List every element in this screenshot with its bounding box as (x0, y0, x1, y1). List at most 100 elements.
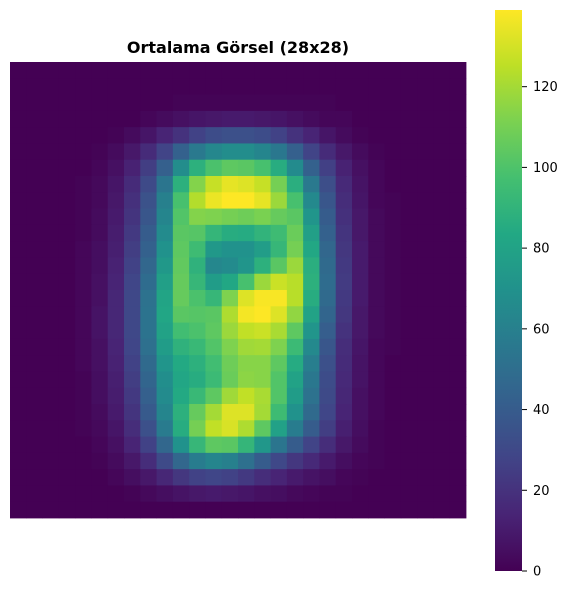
heatmap-cell (107, 452, 125, 470)
heatmap-cell (433, 224, 451, 242)
heatmap-cell (400, 224, 418, 242)
heatmap-cell (335, 355, 353, 372)
heatmap-cell (156, 501, 174, 519)
heatmap-cell (124, 176, 141, 193)
heatmap-cell (384, 501, 402, 519)
heatmap-cell (335, 290, 353, 307)
heatmap-cell (384, 355, 402, 372)
heatmap-cell (189, 355, 206, 372)
heatmap-cell (172, 322, 190, 340)
heatmap-cell (286, 273, 304, 291)
heatmap-cell (335, 501, 353, 519)
heatmap-cell (417, 159, 434, 177)
heatmap-cell (205, 387, 223, 405)
heatmap-cell (26, 452, 43, 470)
heatmap-cell (352, 485, 369, 503)
heatmap-cell (156, 208, 174, 226)
heatmap-cell (172, 404, 190, 421)
heatmap-cell (58, 224, 76, 242)
heatmap-cell (286, 176, 304, 193)
heatmap-cell (205, 78, 223, 95)
heatmap-cell (26, 371, 43, 389)
heatmap-cell (449, 78, 467, 95)
heatmap-cell (156, 338, 174, 356)
heatmap-cell (303, 371, 320, 389)
heatmap-cell (384, 371, 402, 389)
heatmap-cell (205, 224, 223, 242)
heatmap-cell (286, 290, 304, 307)
heatmap-cell (384, 192, 402, 209)
heatmap-cell (124, 94, 141, 112)
heatmap-cell (384, 436, 402, 454)
heatmap-cell (172, 371, 190, 389)
heatmap-cell (319, 257, 337, 275)
heatmap-cell (42, 176, 60, 193)
heatmap-cell (449, 387, 467, 405)
heatmap-cell (221, 192, 239, 209)
heatmap-cell (140, 127, 157, 144)
heatmap-cell (172, 176, 190, 193)
heatmap-cell (449, 224, 467, 242)
heatmap-cell (433, 404, 451, 421)
heatmap-cell (172, 208, 190, 226)
heatmap-cell (221, 273, 239, 291)
heatmap-cell (238, 224, 255, 242)
heatmap-cell (58, 322, 76, 340)
heatmap-cell (124, 224, 141, 242)
heatmap-cell (270, 355, 288, 372)
heatmap-cell (107, 192, 125, 209)
heatmap-cell (75, 127, 92, 144)
heatmap-cell (124, 192, 141, 209)
heatmap-cell (254, 208, 271, 226)
heatmap-cell (319, 176, 337, 193)
heatmap-cell (91, 273, 109, 291)
heatmap-cell (352, 176, 369, 193)
heatmap-cell (140, 322, 157, 340)
heatmap-cell (156, 436, 174, 454)
heatmap-cell (189, 371, 206, 389)
heatmap-cell (335, 176, 353, 193)
heatmap-cell (417, 338, 434, 356)
heatmap-cell (124, 290, 141, 307)
heatmap-cell (107, 78, 125, 95)
heatmap-cell (91, 257, 109, 275)
heatmap-cell (286, 485, 304, 503)
heatmap-cell (58, 78, 76, 95)
heatmap-cell (26, 290, 43, 307)
heatmap-cell (286, 469, 304, 486)
heatmap-cell (205, 62, 223, 79)
heatmap-cell (303, 208, 320, 226)
heatmap-cell (286, 452, 304, 470)
heatmap-cell (254, 241, 271, 258)
heatmap-cell (368, 452, 385, 470)
heatmap-cell (221, 127, 239, 144)
heatmap-cell (107, 306, 125, 323)
heatmap-cell (384, 257, 402, 275)
heatmap-cell (270, 501, 288, 519)
heatmap-cell (205, 452, 223, 470)
heatmap-cell (221, 224, 239, 242)
heatmap-cell (417, 501, 434, 519)
heatmap-cell (156, 485, 174, 503)
heatmap-cell (270, 387, 288, 405)
heatmap-cell (75, 469, 92, 486)
heatmap-cell (124, 436, 141, 454)
heatmap-cell (58, 110, 76, 128)
heatmap-cell (107, 404, 125, 421)
heatmap-cell (270, 110, 288, 128)
heatmap-cell (449, 404, 467, 421)
heatmap-cell (205, 143, 223, 161)
heatmap-cell (335, 127, 353, 144)
heatmap-cell (91, 420, 109, 437)
heatmap-cell (417, 143, 434, 161)
heatmap-cell (238, 273, 255, 291)
heatmap-cell (221, 143, 239, 161)
heatmap-cell (205, 94, 223, 112)
heatmap-cell (303, 78, 320, 95)
heatmap-cell (254, 143, 271, 161)
heatmap-cell (172, 452, 190, 470)
heatmap-cell (433, 257, 451, 275)
heatmap-cell (26, 176, 43, 193)
heatmap-cell (319, 485, 337, 503)
